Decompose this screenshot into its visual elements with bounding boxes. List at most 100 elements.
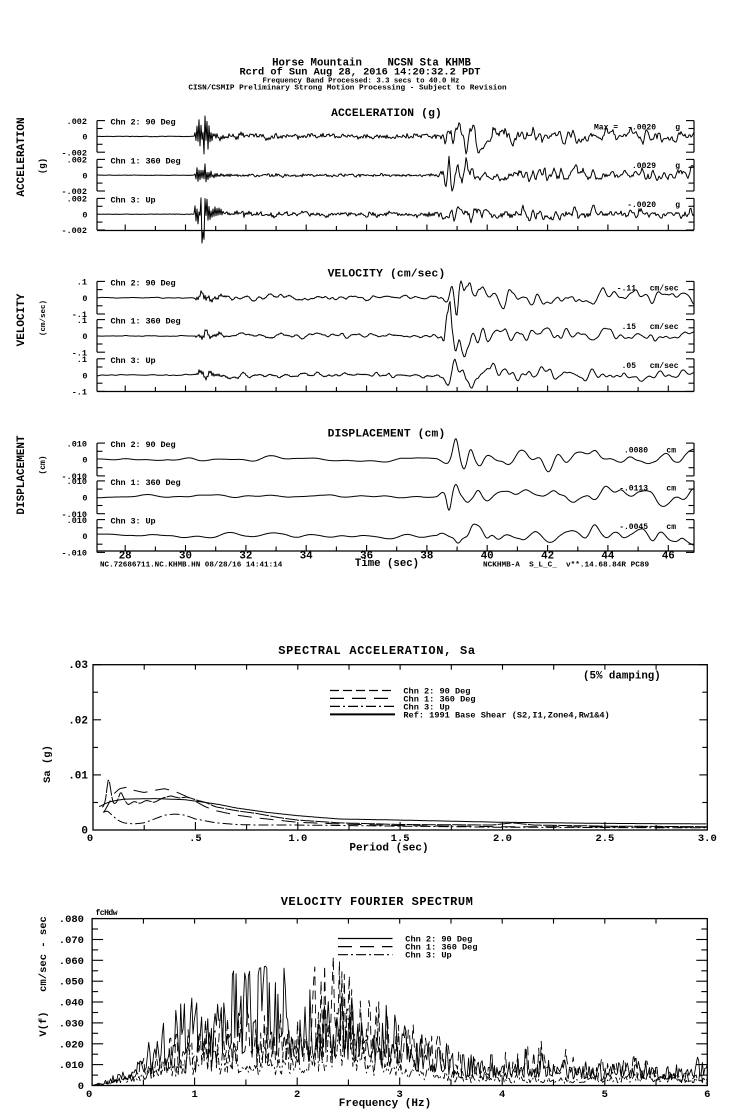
svg-text:-.010: -.010 — [61, 472, 87, 482]
svg-text:5: 5 — [602, 1089, 608, 1101]
svg-text:2.0: 2.0 — [493, 833, 512, 845]
svg-text:Chn 1: 360 Deg: Chn 1: 360 Deg — [111, 478, 181, 488]
svg-text:.060: .060 — [59, 956, 84, 968]
svg-text:32: 32 — [239, 550, 252, 562]
svg-text:36: 36 — [360, 550, 373, 562]
svg-text:(g): (g) — [38, 158, 48, 174]
svg-text:g: g — [675, 201, 680, 210]
svg-text:Frequency (Hz): Frequency (Hz) — [339, 1098, 431, 1110]
svg-text:.010: .010 — [67, 516, 87, 526]
svg-text:.02: .02 — [68, 715, 88, 727]
svg-text:0: 0 — [81, 826, 88, 838]
svg-text:Chn 3: Up: Chn 3: Up — [405, 951, 451, 961]
svg-text:Chn 2: 90 Deg: Chn 2: 90 Deg — [111, 440, 176, 450]
svg-text:-.0113: -.0113 — [619, 484, 648, 493]
svg-text:30: 30 — [179, 550, 192, 562]
svg-text:Chn 1: 360 Deg: Chn 1: 360 Deg — [403, 694, 475, 704]
svg-text:-.002: -.002 — [61, 226, 87, 236]
svg-text:Ref: 1991 Base Shear (S2,I1,Zo: Ref: 1991 Base Shear (S2,I1,Zone4,Rw1&4) — [403, 710, 609, 720]
svg-text:NC.72686711.NC.KHMB.HN 08/28/1: NC.72686711.NC.KHMB.HN 08/28/16 14:41:14 — [100, 562, 283, 570]
svg-text:Chn 1: 360 Deg: Chn 1: 360 Deg — [111, 156, 181, 166]
svg-text:ACCELERATION: ACCELERATION — [16, 117, 28, 196]
svg-text:.040: .040 — [59, 998, 84, 1010]
svg-text:6: 6 — [704, 1089, 710, 1101]
svg-text:Chn 2: 90 Deg: Chn 2: 90 Deg — [405, 935, 472, 945]
svg-text:Frequency Band Processed: 3.3: Frequency Band Processed: 3.3 secs to 40… — [262, 77, 459, 85]
svg-text:NCKHMB-A S_L_C_ v**.14.68.84: NCKHMB-A S_L_C_ v**.14.68.84R PC89 — [483, 562, 649, 570]
svg-text:.5: .5 — [189, 833, 202, 845]
svg-text:Chn 3: Up: Chn 3: Up — [111, 517, 156, 527]
svg-text:Max =: Max = — [594, 123, 618, 132]
svg-text:-.1: -.1 — [72, 310, 87, 320]
svg-text:.03: .03 — [68, 660, 88, 672]
svg-text:SPECTRAL ACCELERATION, Sa: SPECTRAL ACCELERATION, Sa — [278, 644, 476, 658]
svg-text:1.5: 1.5 — [391, 833, 410, 845]
svg-text:Rcrd of Sun Aug 28, 2016 14:20: Rcrd of Sun Aug 28, 2016 14:20:32.2 PDT — [240, 67, 481, 79]
svg-text:3.0: 3.0 — [698, 833, 717, 845]
svg-text:28: 28 — [119, 550, 132, 562]
svg-text:1.0: 1.0 — [288, 833, 307, 845]
svg-text:0: 0 — [82, 332, 87, 342]
svg-text:.01: .01 — [68, 770, 88, 782]
svg-text:-.0020: -.0020 — [627, 123, 656, 132]
svg-text:.0029: .0029 — [632, 162, 656, 171]
svg-text:.002: .002 — [67, 117, 87, 127]
svg-text:0: 0 — [82, 532, 87, 542]
svg-text:Chn 3: Up: Chn 3: Up — [111, 195, 156, 205]
svg-text:VELOCITY: VELOCITY — [16, 293, 28, 346]
svg-text:Horse Mountain NCSN Sta KHM: Horse Mountain NCSN Sta KHMB — [272, 58, 471, 70]
svg-text:.010: .010 — [67, 477, 87, 487]
svg-text:Chn 2: 90 Deg: Chn 2: 90 Deg — [403, 687, 470, 697]
svg-text:-.1: -.1 — [72, 388, 87, 398]
svg-text:3: 3 — [397, 1089, 403, 1101]
svg-text:4: 4 — [499, 1089, 505, 1101]
svg-text:.010: .010 — [67, 439, 87, 449]
svg-text:DISPLACEMENT: DISPLACEMENT — [16, 435, 28, 515]
svg-text:0: 0 — [82, 171, 87, 181]
svg-text:0: 0 — [82, 494, 87, 504]
svg-text:0: 0 — [82, 371, 87, 381]
svg-text:Chn 1: 360 Deg: Chn 1: 360 Deg — [405, 943, 477, 953]
svg-text:Chn 1: 360 Deg: Chn 1: 360 Deg — [111, 317, 181, 327]
svg-text:42: 42 — [541, 550, 554, 562]
svg-text:(cm): (cm) — [39, 455, 48, 474]
svg-text:-.0045: -.0045 — [619, 523, 648, 532]
svg-text:.002: .002 — [67, 195, 87, 205]
svg-text:1: 1 — [191, 1089, 197, 1101]
svg-text:.002: .002 — [67, 156, 87, 166]
svg-text:Sa (g): Sa (g) — [42, 745, 54, 783]
svg-text:.080: .080 — [59, 914, 84, 926]
svg-text:cm: cm — [666, 523, 676, 532]
svg-text:VELOCITY (cm/sec): VELOCITY (cm/sec) — [328, 269, 446, 281]
svg-text:VELOCITY FOURIER SPECTRUM: VELOCITY FOURIER SPECTRUM — [281, 895, 474, 909]
svg-text:38: 38 — [420, 550, 433, 562]
svg-text:cm: cm — [666, 484, 676, 493]
svg-text:(5% damping): (5% damping) — [583, 671, 661, 683]
svg-text:40: 40 — [481, 550, 494, 562]
svg-text:-.010: -.010 — [61, 549, 87, 559]
svg-text:DISPLACEMENT (cm): DISPLACEMENT (cm) — [328, 429, 446, 441]
svg-text:fcHdw: fcHdw — [96, 909, 118, 918]
svg-text:CISN/CSMIP Preliminary Strong: CISN/CSMIP Preliminary Strong Motion Pro… — [188, 84, 507, 92]
svg-text:.15: .15 — [622, 323, 637, 332]
svg-text:46: 46 — [662, 550, 675, 562]
svg-text:cm/sec - sec: cm/sec - sec — [38, 916, 50, 992]
svg-text:.0080: .0080 — [624, 447, 648, 456]
svg-text:0: 0 — [82, 210, 87, 220]
svg-text:Time (sec): Time (sec) — [355, 558, 419, 570]
svg-text:.020: .020 — [59, 1039, 84, 1051]
svg-text:0: 0 — [86, 1089, 92, 1101]
svg-text:.1: .1 — [77, 355, 87, 365]
svg-text:44: 44 — [601, 550, 614, 562]
svg-text:-.11: -.11 — [617, 285, 636, 294]
svg-text:(cm/sec): (cm/sec) — [40, 300, 48, 336]
svg-text:g: g — [675, 123, 680, 132]
svg-text:.050: .050 — [59, 977, 84, 989]
svg-text:-.010: -.010 — [61, 510, 87, 520]
svg-text:.1: .1 — [77, 278, 87, 288]
svg-text:0: 0 — [82, 133, 87, 143]
svg-text:0: 0 — [82, 294, 87, 304]
svg-text:V(f): V(f) — [38, 1011, 50, 1036]
svg-text:2.5: 2.5 — [595, 833, 614, 845]
svg-text:Chn 2: 90 Deg: Chn 2: 90 Deg — [111, 278, 176, 288]
